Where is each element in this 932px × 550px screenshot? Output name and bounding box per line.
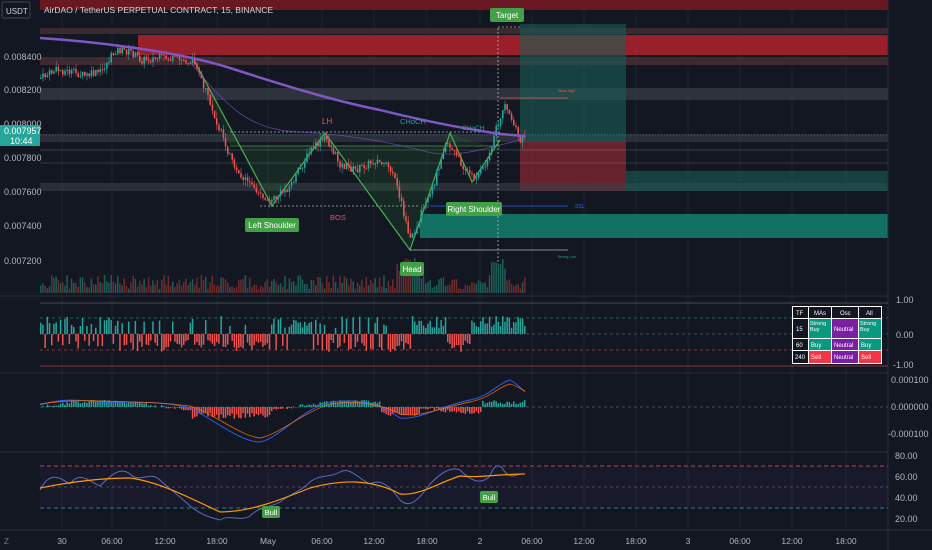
price-label: 0.008000 <box>4 119 42 129</box>
table-mas: Sell <box>811 355 821 361</box>
price-axis[interactable]: 1.00 0.00 -1.00 0.000100 0.000000 -0.000… <box>888 295 929 524</box>
bull-text: Bull <box>265 508 278 517</box>
osc2-axis-label: 0.000000 <box>891 402 929 412</box>
bull-label: Bull <box>262 506 280 518</box>
table-all: Buy <box>861 343 871 349</box>
choch-label: CHoCH <box>462 125 485 132</box>
table-osc: Neutral <box>834 355 853 361</box>
bull-text: Bull <box>483 493 496 502</box>
table-tf: 240 <box>795 355 806 361</box>
time-label: 3 <box>686 536 691 546</box>
osc2-axis-label: -0.000100 <box>888 429 929 439</box>
price-label: 0.007800 <box>4 153 42 163</box>
timezone-icon[interactable]: Z <box>4 537 9 546</box>
time-axis[interactable]: 30 06:00 12:00 18:00 May 06:00 12:00 18:00 2 06:0… <box>57 536 857 546</box>
current-price: 0.007957 <box>4 126 42 136</box>
table-tf: 15 <box>796 327 803 333</box>
lh-label: LH <box>322 117 332 126</box>
time-label: 12:00 <box>781 536 803 546</box>
current-price-tag: 0.007957 10:44 <box>0 125 42 146</box>
price-label: 0.007600 <box>4 187 42 197</box>
currency-button[interactable] <box>1 1 31 19</box>
symbol-title: AirDAO / TetherUS PERPETUAL CONTRACT, 15… <box>44 5 273 15</box>
table-mas: Buy <box>811 343 821 349</box>
right-shoulder-text: Right Shoulder <box>448 205 501 214</box>
price-label: 0.008200 <box>4 85 42 95</box>
table-header: MAs <box>814 311 826 317</box>
time-label: May <box>260 536 277 546</box>
price-label: 0.007400 <box>4 221 42 231</box>
weak-high-label: Weak High <box>558 89 575 93</box>
time-label: 12:00 <box>154 536 176 546</box>
bos-label: BOS <box>330 213 346 222</box>
osc1-axis-label: -1.00 <box>893 360 914 370</box>
table-header: All <box>866 311 873 317</box>
table-all: Sell <box>861 355 871 361</box>
left-shoulder-text: Left Shoulder <box>248 221 296 230</box>
left-price-axis[interactable]: 0.008400 0.008200 0.008000 0.007800 0.00… <box>4 52 42 266</box>
table-header: Osc <box>840 311 851 317</box>
table-osc: Neutral <box>834 327 853 333</box>
table-mas: Strong Buy <box>810 321 827 333</box>
left-shoulder-label: Left Shoulder <box>245 218 299 232</box>
signal-table: TF MAs Osc All 15 Strong Buy Neutral Str… <box>792 306 882 364</box>
ssl-label: SSL <box>575 204 585 210</box>
time-label: 12:00 <box>363 536 385 546</box>
strong-low-label: Strong Low <box>558 255 576 259</box>
time-label: 18:00 <box>835 536 857 546</box>
time-label: 06:00 <box>311 536 333 546</box>
target-label: Target <box>490 8 524 22</box>
head-text: Head <box>402 265 421 274</box>
rsi-axis-label: 20.00 <box>895 514 918 524</box>
table-osc: Neutral <box>834 343 853 349</box>
osc2-axis-label: 0.000100 <box>891 375 929 385</box>
time-label: 2 <box>478 536 483 546</box>
currency-label: USDT <box>6 7 28 16</box>
time-label: 18:00 <box>206 536 228 546</box>
rsi-axis-label: 80.00 <box>895 451 918 461</box>
bar-countdown: 10:44 <box>10 136 33 146</box>
time-label: 30 <box>57 536 67 546</box>
time-label: 12:00 <box>573 536 595 546</box>
osc1-axis-label: 1.00 <box>896 295 914 305</box>
osc1-axis-label: 0.00 <box>896 330 914 340</box>
rsi-axis-label: 60.00 <box>895 472 918 482</box>
rsi-axis-label: 40.00 <box>895 493 918 503</box>
time-label: 18:00 <box>416 536 438 546</box>
price-label: 0.007200 <box>4 256 42 266</box>
bull-label: Bull <box>480 491 498 503</box>
time-label: 06:00 <box>729 536 751 546</box>
right-shoulder-label: Right Shoulder <box>446 202 502 216</box>
header: USDT AirDAO / TetherUS PERPETUAL CONTRAC… <box>1 1 273 19</box>
time-label: 06:00 <box>101 536 123 546</box>
time-label: 18:00 <box>625 536 647 546</box>
table-header: TF <box>796 311 804 317</box>
target-text: Target <box>496 11 519 20</box>
table-tf: 60 <box>796 343 803 349</box>
price-label: 0.008400 <box>4 52 42 62</box>
table-all: Strong Buy <box>860 321 877 333</box>
time-label: 06:00 <box>521 536 543 546</box>
choch-label: CHoCH <box>400 117 426 126</box>
head-label: Head <box>400 262 424 276</box>
